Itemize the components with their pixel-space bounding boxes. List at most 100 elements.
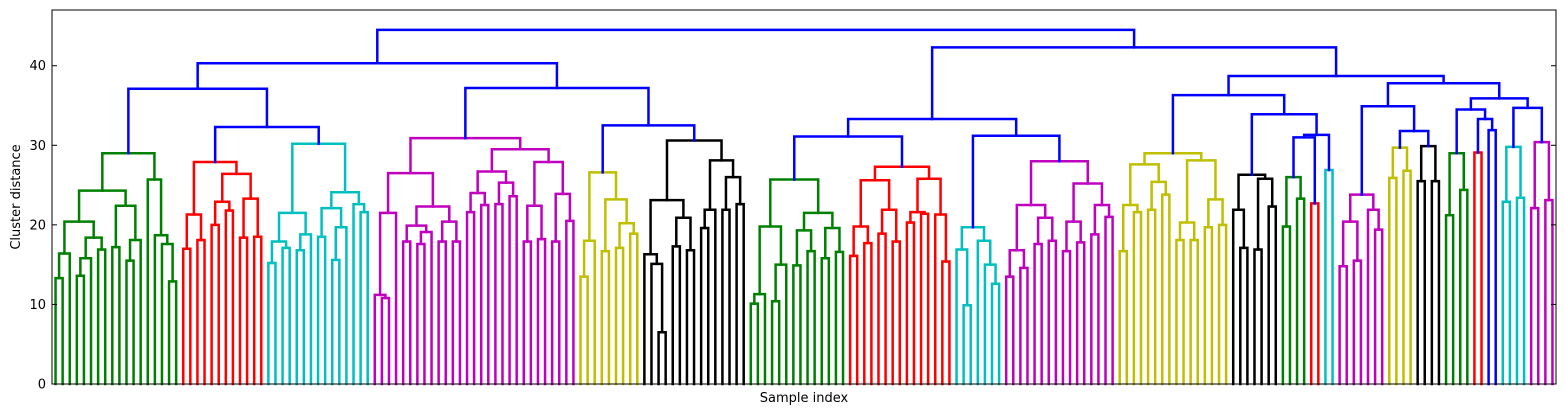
dendrogram-link (721, 208, 731, 386)
dendrogram-link (601, 124, 696, 174)
dendrogram-link (891, 240, 902, 386)
dendrogram-link (579, 275, 589, 386)
dendrogram-link (1310, 202, 1320, 386)
dendrogram-link (213, 200, 231, 227)
dendrogram-link (1075, 241, 1086, 386)
dendrogram-link (824, 226, 841, 260)
dendrogram-link (1487, 128, 1497, 386)
dendrogram-link (749, 302, 760, 386)
dendrogram-link (614, 246, 625, 386)
dendrogram-link (1207, 198, 1224, 229)
dendrogram-link (806, 249, 816, 386)
dendrogram-link (242, 197, 259, 239)
dendrogram-link (735, 202, 745, 386)
dendrogram-link (1217, 223, 1228, 386)
dendrogram-link (330, 258, 341, 386)
dendrogram-link (770, 299, 781, 386)
dendrogram-link (753, 292, 767, 386)
dendrogram-link (1239, 246, 1249, 386)
dendrogram-link (880, 208, 898, 243)
dendrogram-link (1505, 145, 1522, 204)
dendrogram-link (863, 241, 873, 386)
y-tick-label: 0 (38, 378, 46, 393)
dendrogram-link (536, 237, 547, 386)
dendrogram-link (758, 225, 783, 296)
dendrogram-link (1501, 200, 1512, 386)
dendrogram-link (657, 331, 667, 386)
dendrogram-link (252, 235, 263, 386)
dendrogram-link (1455, 108, 1487, 155)
dendrogram-link (1366, 208, 1380, 386)
dendrogram-link (316, 235, 327, 386)
dendrogram-link (1008, 249, 1026, 278)
dendrogram-link (469, 191, 486, 214)
dendrogram-link (497, 181, 515, 206)
dendrogram-link (600, 249, 611, 386)
dendrogram-link (774, 263, 788, 386)
dendrogram-link (1178, 221, 1196, 242)
dendrogram-link (554, 192, 572, 243)
dendrogram-link (628, 232, 639, 386)
dendrogram-link (852, 225, 870, 258)
dendrogram-link (464, 86, 650, 140)
dendrogram-link (1250, 112, 1318, 176)
dendrogram-link (955, 248, 969, 386)
dendrogram-link (665, 139, 723, 202)
dendrogram-link (238, 236, 249, 386)
dendrogram-link (1419, 144, 1437, 183)
dendrogram-link (1458, 188, 1469, 386)
y-tick-label: 40 (29, 59, 46, 74)
dendrogram-links (54, 28, 1554, 386)
dendrogram-link (270, 240, 288, 265)
dendrogram-link (1132, 210, 1143, 386)
dendrogram-link (1171, 93, 1286, 155)
dendrogram-link (494, 202, 504, 386)
dendrogram-link (1476, 117, 1494, 154)
dendrogram-link (1416, 179, 1426, 386)
dendrogram-link (185, 213, 203, 250)
dendrogram-link (409, 136, 522, 175)
dendrogram-link (1185, 159, 1217, 224)
dendrogram-link (795, 229, 813, 267)
dendrogram-link (769, 178, 820, 228)
dendrogram-link (160, 242, 174, 386)
dendrogram-link (1129, 163, 1160, 207)
dendrogram-link (451, 240, 462, 386)
dendrogram-link (196, 62, 559, 91)
dendrogram-link (834, 250, 845, 386)
dendrogram-link (1373, 228, 1384, 386)
dendrogram-link (792, 264, 802, 386)
dendrogram-link (533, 160, 565, 207)
dendrogram-link (699, 226, 710, 386)
dendrogram-link (479, 203, 490, 386)
dendrogram-link (962, 303, 972, 386)
dendrogram-link (685, 249, 696, 386)
dendrogram-link (846, 117, 1018, 138)
dendrogram-link (1386, 81, 1501, 108)
dendrogram-link (376, 28, 1136, 65)
dendrogram-link (1004, 275, 1015, 386)
dendrogram-link (1189, 238, 1199, 386)
dendrogram-link (848, 254, 859, 386)
dendrogram-link (334, 225, 348, 386)
dendrogram-link (930, 46, 1338, 121)
dendrogram-link (1292, 136, 1317, 205)
dendrogram-link (352, 202, 366, 386)
y-tick-label: 20 (29, 218, 46, 233)
dendrogram-link (820, 257, 831, 386)
dendrogram-link (267, 261, 277, 386)
dendrogram-link (877, 232, 887, 386)
dendrogram-link (671, 245, 682, 386)
dendrogram-link (916, 177, 942, 216)
dendrogram-link (1391, 146, 1409, 180)
dendrogram-link (1533, 140, 1551, 210)
dendrogram-link (1090, 233, 1100, 386)
dendrogram-link (1061, 249, 1072, 386)
dendrogram-link (299, 233, 313, 386)
dendrogram-link (1281, 225, 1292, 386)
dendrogram-link (210, 223, 220, 386)
dendrogram-link (465, 210, 476, 386)
dendrogram-link (281, 246, 291, 386)
dendrogram-link (1175, 238, 1185, 386)
